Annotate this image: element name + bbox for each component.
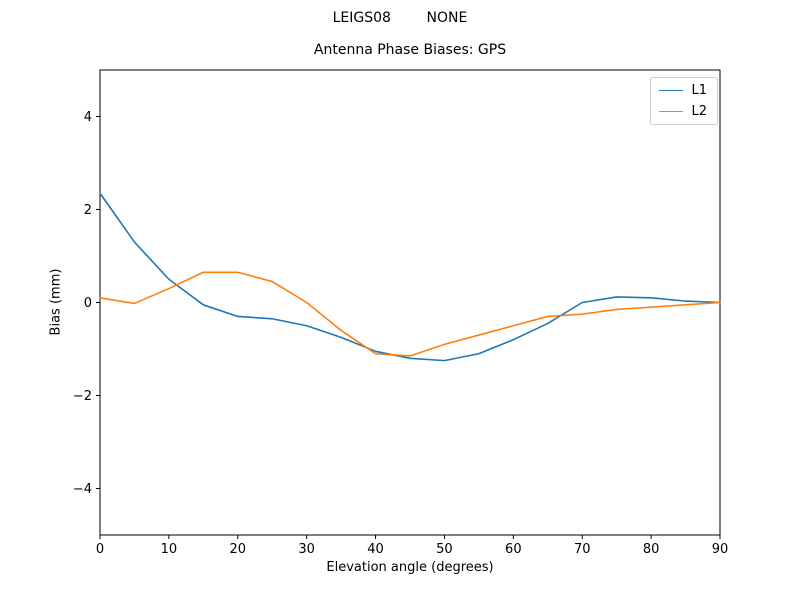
x-tick-label: 0 [96,542,104,557]
x-tick-label: 60 [505,542,522,557]
x-tick-label: 80 [643,542,660,557]
chart-title: Antenna Phase Biases: GPS [313,42,507,58]
x-axis-label: Elevation angle (degrees) [326,560,494,575]
x-tick-label: 40 [367,542,384,557]
y-tick-label: −4 [73,482,92,497]
legend: L1 L2 [650,77,718,125]
legend-line-sample [659,90,684,91]
chart-suptitle: LEIGS08 NONE [332,10,468,26]
y-tick-label: 4 [84,110,92,125]
x-tick-label: 70 [574,542,591,557]
x-tick-label: 30 [298,542,315,557]
y-tick-label: 2 [84,203,92,218]
legend-label: L2 [691,104,707,119]
legend-item: L2 [659,104,707,119]
legend-label: L1 [691,83,707,98]
legend-item: L1 [659,83,707,98]
series-line-L2 [99,271,721,357]
x-tick-label: 10 [161,542,178,557]
x-tick-label: 90 [712,542,729,557]
x-tick-label: 20 [230,542,247,557]
axes-frame [99,69,721,536]
y-tick-label: −2 [73,389,92,404]
legend-line-sample [659,111,684,112]
x-tick-label: 50 [436,542,453,557]
y-tick-label: 0 [84,296,92,311]
series-line-L1 [99,192,721,362]
